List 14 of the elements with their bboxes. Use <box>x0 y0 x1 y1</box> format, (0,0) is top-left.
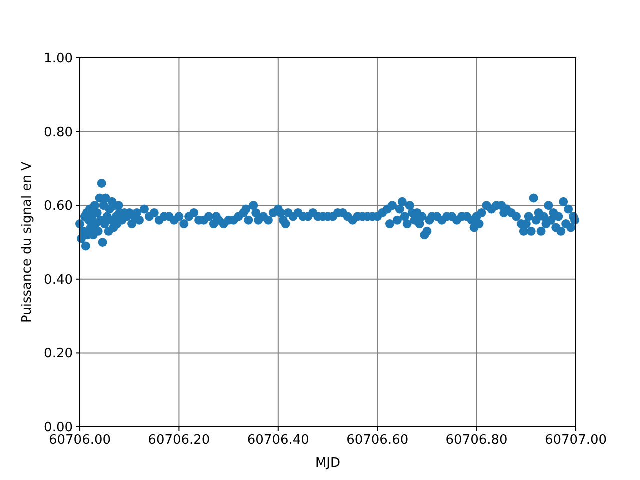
y-tick-label: 1.00 <box>44 52 73 66</box>
y-tick-label: 0.20 <box>44 346 73 362</box>
x-axis-title: MJD <box>315 456 341 471</box>
y-tick-label: 0.80 <box>44 125 73 140</box>
x-tick-label: 60707.00 <box>544 433 608 448</box>
x-tick-label: 60706.80 <box>446 433 508 448</box>
y-tick-label: 0.60 <box>44 199 73 214</box>
x-tick-label: 60706.20 <box>148 433 210 448</box>
x-tick-label: 60706.60 <box>346 433 409 448</box>
y-tick-label: 0.00 <box>44 420 73 436</box>
y-axis-title: Puissance du signal en V <box>20 162 35 323</box>
y-tick-label: 0.40 <box>44 272 73 288</box>
x-tick-label: 60706.40 <box>247 433 310 448</box>
x-tick-label: 60706.00 <box>48 433 112 448</box>
